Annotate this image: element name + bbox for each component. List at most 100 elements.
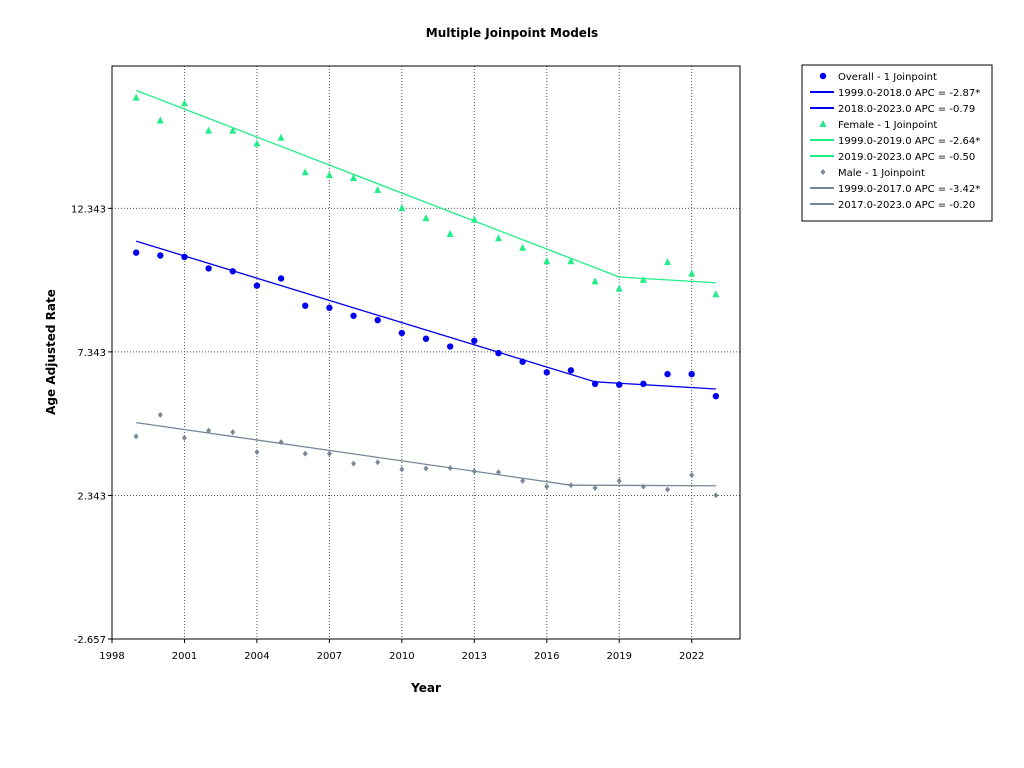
data-point-series-0 (616, 381, 623, 388)
data-point-series-0 (519, 358, 526, 365)
data-point-series-0 (446, 343, 454, 350)
data-point-series-2 (254, 449, 260, 456)
data-point-series-1 (350, 173, 358, 181)
data-point-series-1 (567, 257, 575, 265)
data-point-series-2 (447, 464, 453, 471)
data-point-series-2 (592, 485, 598, 492)
data-point-series-1 (325, 171, 333, 179)
data-point-series-1 (591, 277, 599, 285)
data-point-series-0 (640, 380, 647, 388)
legend-segment-label: 2017.0-2023.0 APC = -0.20 (838, 200, 975, 211)
data-point-series-0 (302, 302, 309, 309)
x-axis-ticks: 1998 2001 2004 2007 2010 2013 2016 2019 2022 (99, 639, 704, 662)
data-points (132, 93, 720, 499)
y-axis-title: Age Adjusted Rate (44, 289, 58, 415)
data-point-series-1 (664, 258, 672, 266)
data-point-series-1 (470, 215, 478, 223)
grid (112, 66, 740, 639)
legend-marker-series-1 (819, 120, 827, 127)
data-point-series-0 (277, 275, 285, 282)
data-point-series-0 (591, 380, 599, 388)
data-point-series-0 (181, 253, 188, 261)
x-tick-label: 2007 (317, 651, 342, 662)
data-point-series-1 (132, 93, 140, 101)
y-tick-label: 2.343 (77, 491, 106, 502)
data-point-series-1 (543, 257, 551, 265)
fit-lines (135, 89, 716, 487)
data-point-series-1 (494, 234, 502, 242)
data-point-series-1 (422, 214, 430, 222)
data-point-series-2 (206, 427, 212, 434)
data-point-series-2 (544, 483, 550, 490)
y-tick-label: 12.343 (71, 204, 106, 215)
data-point-series-0 (543, 369, 550, 376)
y-tick-label: 7.343 (77, 348, 106, 359)
plot-area-border (111, 65, 741, 640)
data-point-series-2 (423, 465, 429, 472)
y-axis-ticks: -2.657 2.343 7.343 12.343 (71, 204, 112, 646)
data-point-series-1 (277, 133, 285, 141)
data-point-series-2 (326, 450, 332, 457)
data-point-series-0 (712, 392, 720, 400)
legend-segment-label: 2018.0-2023.0 APC = -0.79 (838, 104, 975, 115)
data-point-series-2 (399, 466, 405, 473)
data-point-series-2 (640, 483, 646, 490)
data-point-series-1 (615, 284, 623, 292)
data-point-series-1 (253, 139, 261, 147)
data-point-series-2 (375, 459, 381, 466)
legend-series-name: Overall - 1 Joinpoint (838, 72, 937, 83)
data-point-series-1 (229, 126, 237, 134)
data-point-series-1 (446, 229, 454, 237)
data-point-series-1 (156, 116, 164, 124)
data-point-series-0 (471, 337, 478, 344)
data-point-series-0 (374, 316, 381, 324)
data-point-series-2 (495, 469, 501, 476)
legend-series-name: Male - 1 Joinpoint (838, 168, 925, 179)
legend-marker-series-0 (819, 72, 827, 80)
legend: Overall - 1 Joinpoint 1999.0-2018.0 APC =… (801, 64, 993, 222)
x-axis-title: Year (410, 681, 441, 695)
data-point-series-2 (302, 450, 308, 457)
data-point-series-1 (301, 168, 309, 176)
x-tick-label: 2022 (679, 651, 704, 662)
y-tick-label: -2.657 (74, 635, 106, 646)
x-tick-label: 2019 (607, 651, 632, 662)
fit-segment-series-0 (595, 381, 716, 390)
data-point-series-2 (230, 429, 236, 436)
fit-segment-series-2 (136, 421, 572, 486)
legend-marker-series-2 (820, 169, 826, 175)
data-point-series-0 (664, 370, 671, 378)
data-point-series-2 (616, 477, 622, 484)
x-tick-label: 2001 (172, 651, 197, 662)
data-point-series-2 (157, 411, 163, 418)
x-tick-label: 2016 (534, 651, 559, 662)
data-point-series-2 (278, 439, 284, 446)
data-point-series-2 (568, 482, 574, 489)
x-tick-label: 2004 (244, 651, 269, 662)
data-point-series-2 (181, 434, 187, 441)
legend-segment-label: 1999.0-2017.0 APC = -3.42* (838, 184, 980, 195)
data-point-series-0 (567, 367, 575, 374)
data-point-series-2 (689, 472, 695, 479)
fit-segment-series-0 (135, 240, 596, 383)
data-point-series-0 (688, 370, 695, 378)
data-point-series-0 (495, 349, 502, 357)
legend-series-name: Female - 1 Joinpoint (838, 120, 937, 131)
fit-segment-series-1 (619, 276, 716, 284)
data-point-series-1 (519, 243, 527, 251)
data-point-series-1 (712, 290, 720, 298)
data-point-series-0 (253, 282, 261, 289)
data-point-series-2 (520, 477, 526, 484)
data-point-series-2 (665, 486, 671, 493)
x-tick-label: 2013 (462, 651, 487, 662)
data-point-series-0 (229, 268, 236, 275)
data-point-series-0 (132, 249, 140, 256)
data-point-series-1 (180, 99, 188, 107)
data-point-series-0 (205, 265, 212, 272)
data-point-series-1 (374, 186, 382, 194)
data-point-series-2 (133, 433, 139, 440)
data-point-series-0 (350, 312, 357, 319)
fit-segment-series-1 (135, 89, 620, 278)
data-point-series-2 (351, 460, 357, 467)
